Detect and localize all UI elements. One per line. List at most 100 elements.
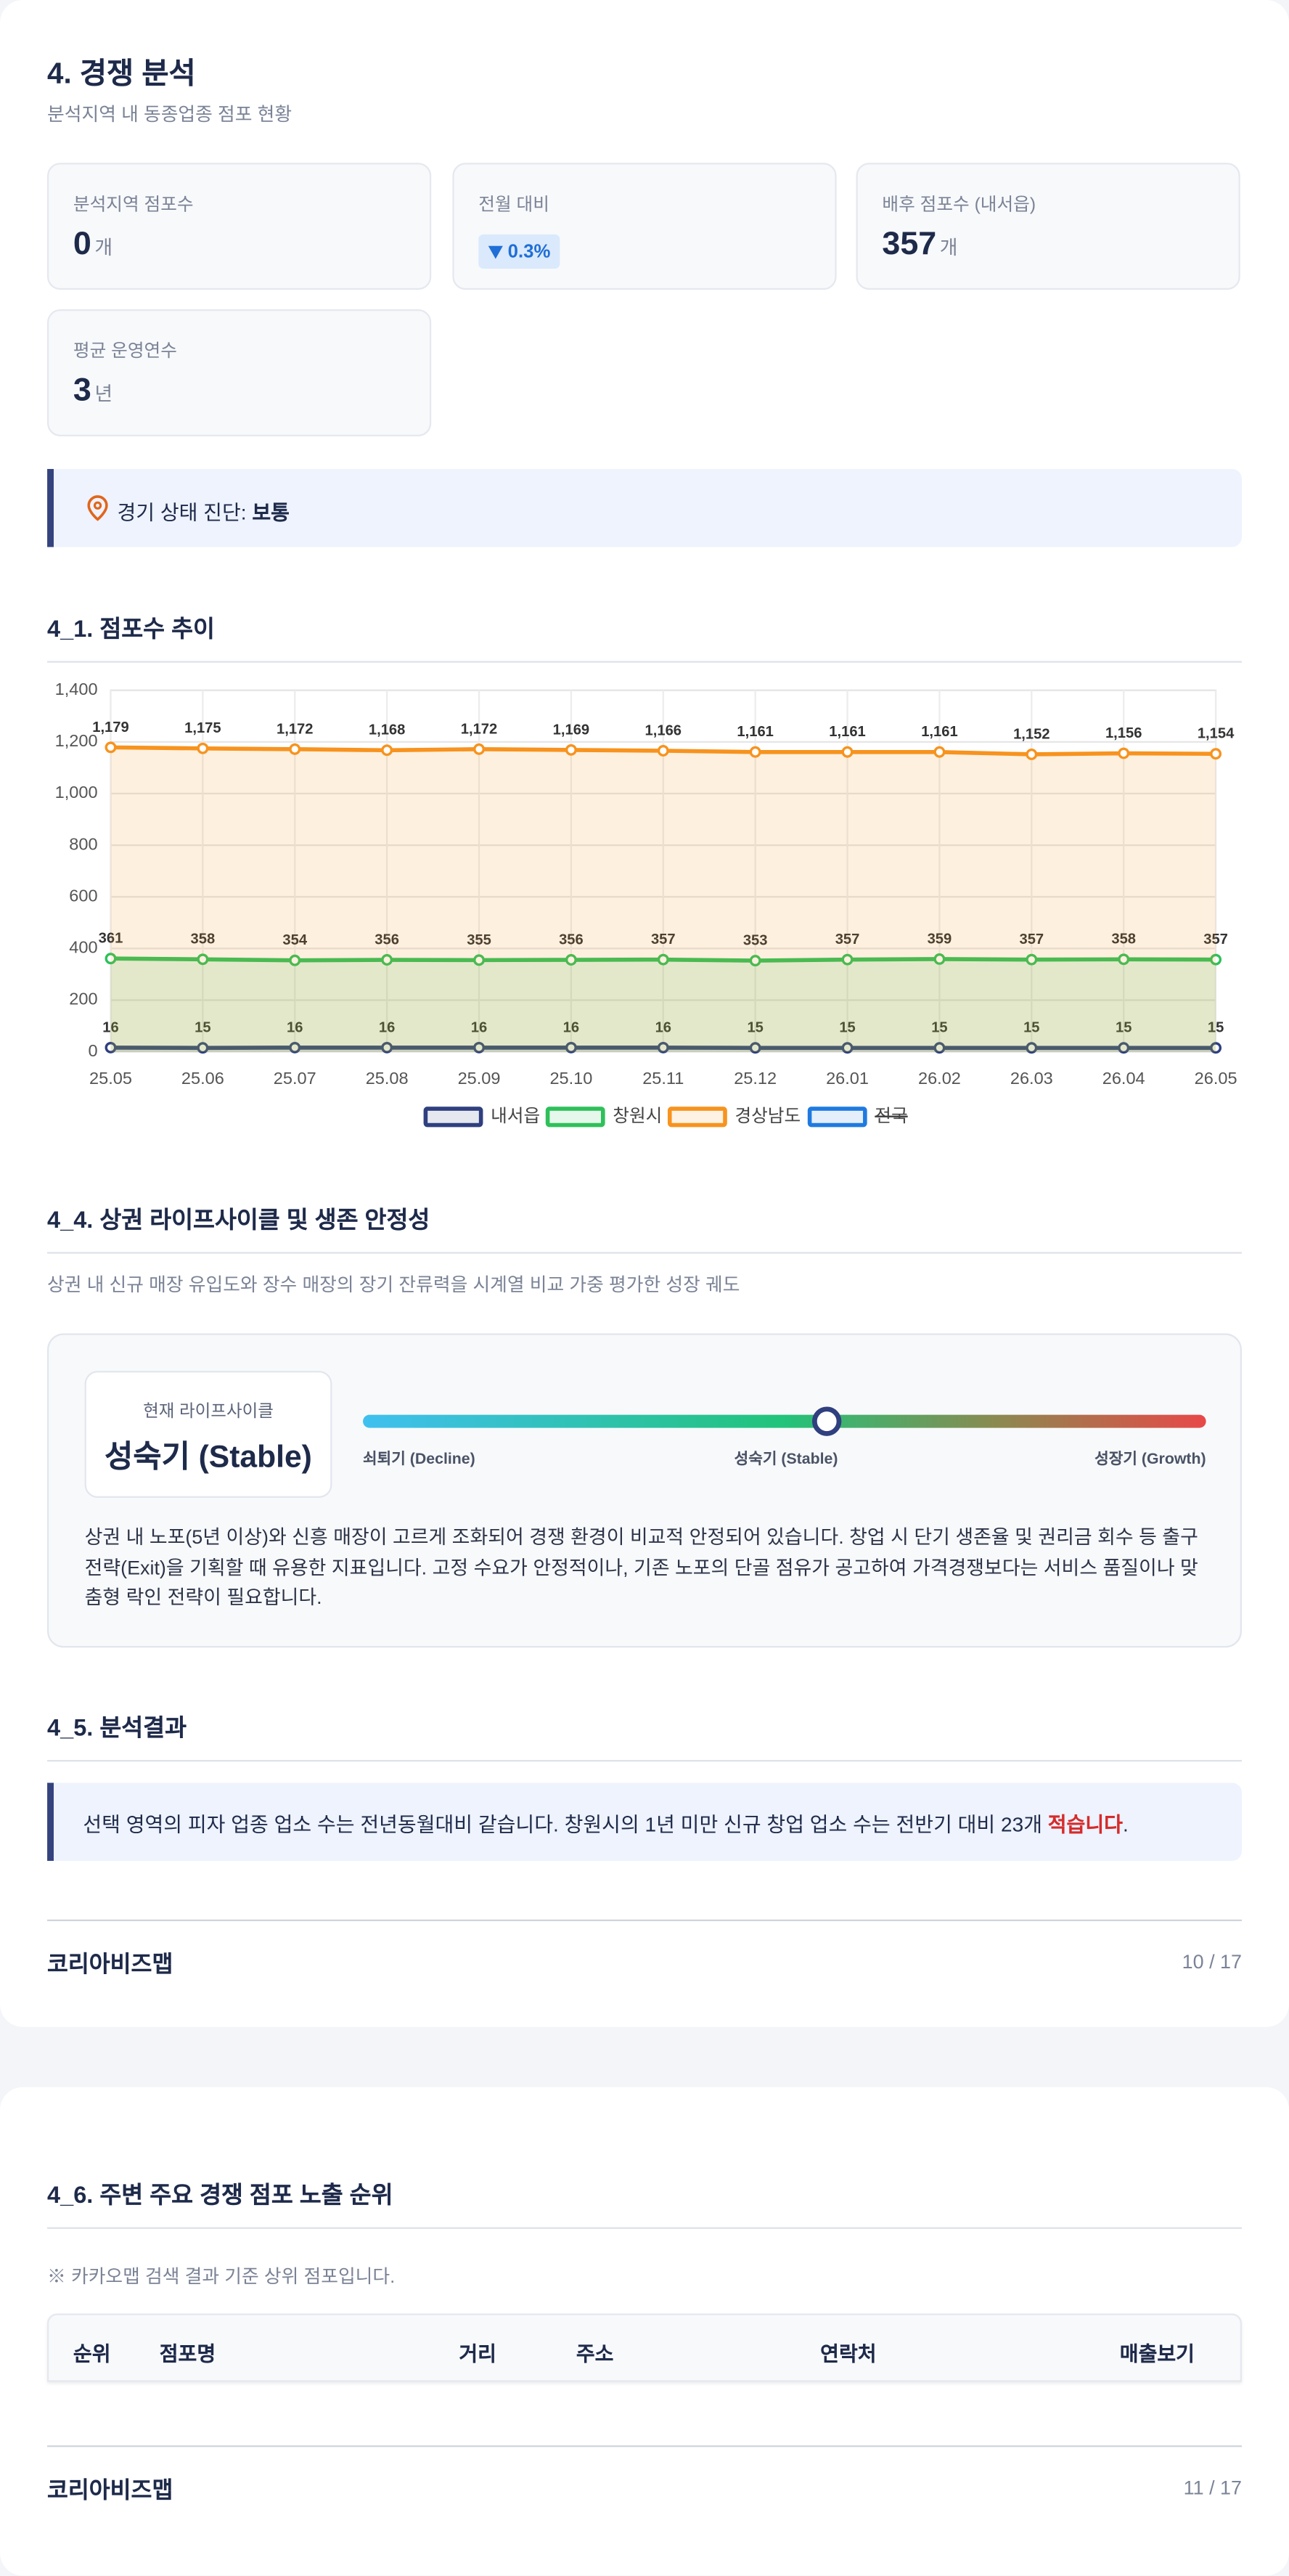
- footer: 코리아비즈맵 10 / 17: [47, 1920, 1242, 2002]
- down-icon: [488, 245, 503, 258]
- x-tick-label: 26.04: [1102, 1069, 1145, 1088]
- page-number: 11 / 17: [1184, 2477, 1242, 2499]
- scale-label: 성장기 (Growth): [962, 1446, 1206, 1468]
- data-point: [106, 743, 115, 752]
- current-stage: 성숙기 (Stable): [86, 1432, 330, 1477]
- legend-label: 내서읍: [491, 1106, 540, 1126]
- data-label: 1,161: [921, 724, 957, 740]
- stat-label: 분석지역 점포수: [73, 190, 194, 216]
- column-header: 연락처: [820, 2336, 876, 2368]
- stat-card: 전월 대비 0.3%: [452, 163, 836, 290]
- pin-icon: [86, 495, 109, 521]
- data-label: 1,168: [369, 722, 405, 738]
- data-label: 1,166: [645, 722, 682, 738]
- y-tick-label: 200: [69, 990, 97, 1008]
- lifecycle-bar: [363, 1415, 1206, 1428]
- scale-label: 쇠퇴기 (Decline): [363, 1446, 475, 1468]
- title: 4. 경쟁 분석: [47, 51, 196, 93]
- data-label: 1,172: [461, 721, 497, 737]
- result-box: 선택 영역의 피자 업종 업소 수는 전년동월대비 같습니다. 창원시의 1년 …: [47, 1782, 1242, 1861]
- footer: 코리아비즈맵 11 / 17: [47, 2445, 1242, 2528]
- x-tick-label: 25.09: [458, 1069, 501, 1088]
- x-tick-label: 26.02: [918, 1069, 961, 1088]
- section-subtitle: 상권 내 신규 매장 유입도와 장수 매장의 장기 잔류력을 시계열 비교 가중…: [47, 1271, 740, 1297]
- data-point: [382, 746, 392, 755]
- result-end: .: [1123, 1814, 1129, 1836]
- diagnosis-text: 경기 상태 진단: 보통: [117, 495, 290, 526]
- data-point: [567, 746, 576, 755]
- y-tick-label: 0: [88, 1041, 97, 1060]
- value: 357: [882, 227, 936, 262]
- legend-swatch: [670, 1109, 725, 1125]
- result-emphasis: 적습니다: [1048, 1814, 1123, 1836]
- column-header: 주소: [576, 2336, 614, 2368]
- current-box: 현재 라이프사이클 성숙기 (Stable): [85, 1371, 332, 1498]
- lifecycle-box: 현재 라이프사이클 성숙기 (Stable) 쇠퇴기 (Decline) 성숙기…: [47, 1334, 1242, 1648]
- section-title: 4_6. 주변 주요 경쟁 점포 노출 순위: [47, 2177, 1242, 2229]
- data-point: [198, 744, 208, 754]
- x-tick-label: 25.10: [549, 1069, 592, 1088]
- data-label: 1,172: [277, 721, 313, 737]
- change-badge: 0.3%: [478, 235, 560, 269]
- column-header: 순위: [73, 2336, 111, 2368]
- value: 0.3%: [508, 242, 551, 261]
- stat-label: 배후 점포수 (내서읍): [882, 190, 1036, 216]
- data-point: [290, 745, 300, 754]
- table-header: 순위 점포명 거리 주소 연락처 매출보기: [47, 2313, 1242, 2381]
- data-point: [475, 745, 484, 754]
- y-tick-label: 800: [69, 834, 97, 853]
- x-tick-label: 26.01: [826, 1069, 869, 1088]
- x-tick-label: 25.08: [366, 1069, 409, 1088]
- result-body: 선택 영역의 피자 업종 업소 수는 전년동월대비 같습니다. 창원시의 1년 …: [83, 1814, 1047, 1836]
- legend-label: 창원시: [613, 1106, 662, 1126]
- data-label: 1,161: [737, 724, 773, 740]
- data-point: [750, 747, 760, 757]
- x-tick-label: 25.07: [274, 1069, 316, 1088]
- unit: 개: [940, 236, 958, 258]
- legend-label: 경상남도: [734, 1106, 801, 1126]
- brand: 코리아비즈맵: [47, 1947, 173, 1980]
- data-point: [1027, 750, 1036, 759]
- data-point: [935, 747, 944, 757]
- y-tick-label: 1,000: [55, 783, 98, 802]
- data-point: [1211, 749, 1221, 759]
- y-tick-label: 400: [69, 938, 97, 957]
- x-tick-label: 26.05: [1195, 1069, 1237, 1088]
- subtitle: 분석지역 내 동종업종 점포 현황: [47, 101, 292, 127]
- data-label: 1,152: [1013, 726, 1049, 742]
- diagnosis-label: 경기 상태 진단:: [117, 502, 246, 524]
- data-point: [1119, 749, 1129, 758]
- data-label: 1,175: [184, 720, 221, 736]
- current-label: 현재 라이프사이클: [86, 1398, 330, 1423]
- data-label: 1,161: [829, 724, 865, 740]
- unit: 개: [94, 236, 112, 258]
- y-tick-label: 1,400: [55, 680, 98, 698]
- column-header: 점포명: [160, 2336, 216, 2368]
- value: 3: [73, 373, 91, 409]
- data-label: 1,179: [92, 720, 128, 735]
- value: 0: [73, 227, 91, 262]
- lifecycle-marker: [812, 1406, 841, 1435]
- note: ※ 카카오맵 검색 결과 기준 상위 점포입니다.: [47, 2263, 395, 2289]
- x-tick-label: 26.03: [1010, 1069, 1053, 1088]
- diagnosis-value: 보통: [252, 502, 290, 524]
- x-tick-label: 25.12: [734, 1069, 777, 1088]
- legend-swatch: [810, 1109, 865, 1125]
- unit: 년: [94, 383, 112, 405]
- section-title: 4_1. 점포수 추이: [47, 611, 1242, 663]
- y-tick-label: 600: [69, 886, 97, 905]
- column-header: 매출보기: [1120, 2336, 1195, 2368]
- section-title: 4_5. 분석결과: [47, 1710, 1242, 1762]
- stat-label: 평균 운영연수: [73, 337, 177, 363]
- data-point: [843, 747, 852, 757]
- data-label: 1,156: [1105, 725, 1142, 741]
- series-area: [110, 747, 1216, 1051]
- diagnosis-box: 경기 상태 진단: 보통: [47, 469, 1242, 547]
- section-title: 4_4. 상권 라이프사이클 및 생존 안정성: [47, 1202, 1242, 1254]
- brand: 코리아비즈맵: [47, 2473, 173, 2506]
